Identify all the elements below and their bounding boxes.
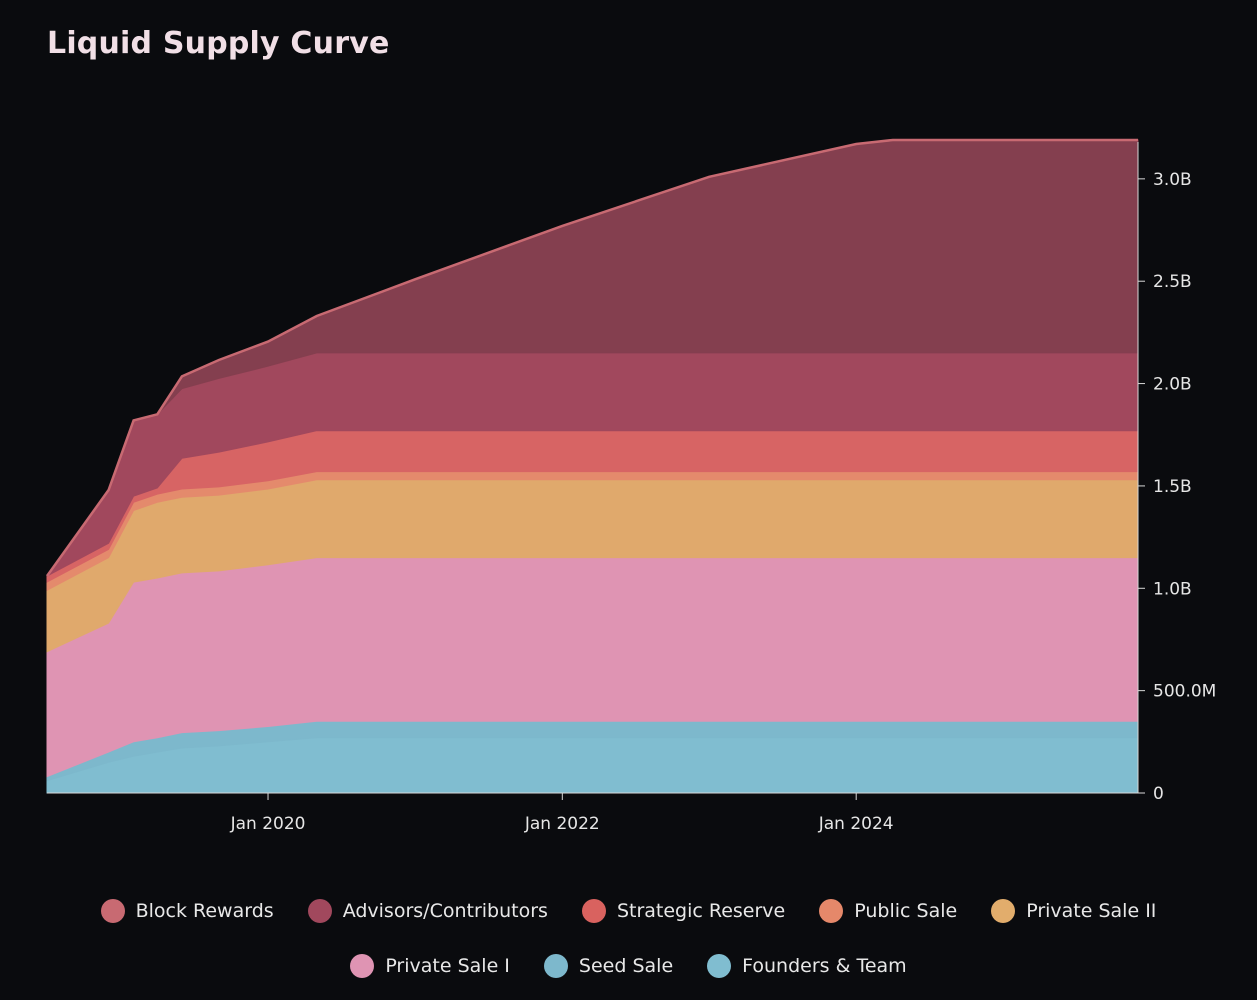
legend-item-private-sale-ii[interactable]: Private Sale II	[991, 899, 1156, 923]
x-tick-label: Jan 2024	[818, 814, 894, 834]
legend-item-founders-team[interactable]: Founders & Team	[707, 954, 907, 978]
x-tick-label: Jan 2022	[524, 814, 600, 834]
legend-swatch	[707, 954, 732, 978]
legend-label: Strategic Reserve	[616, 900, 786, 922]
y-tick-label: 1.5B	[1153, 477, 1192, 497]
legend-label: Seed Sale	[578, 955, 674, 977]
legend-label: Public Sale	[854, 900, 958, 922]
legend-swatch	[819, 899, 844, 923]
legend-label: Founders & Team	[742, 955, 907, 977]
legend-item-advisors-contributors[interactable]: Advisors/Contributors	[307, 899, 548, 923]
area-layers	[46, 139, 1139, 794]
legend-swatch	[307, 899, 332, 923]
legend-row-2: Private Sale I Seed Sale Founders & Team	[0, 954, 1257, 978]
legend-item-private-sale-i[interactable]: Private Sale I	[350, 954, 510, 978]
legend-item-block-rewards[interactable]: Block Rewards	[100, 899, 274, 923]
legend-item-seed-sale[interactable]: Seed Sale	[543, 954, 674, 978]
total-supply-line	[45, 138, 1138, 577]
legend-label: Private Sale II	[1026, 900, 1157, 922]
legend-swatch	[350, 954, 375, 978]
legend-item-strategic-reserve[interactable]: Strategic Reserve	[581, 899, 786, 923]
legend-swatch	[100, 899, 125, 923]
legend-swatch	[991, 899, 1016, 923]
legend-swatch	[543, 954, 568, 978]
area-chart: Jan 2020 Jan 2022 Jan 2024 0 500.0M 1.0B 1.5B 2…	[45, 138, 1216, 834]
legend-label: Block Rewards	[135, 900, 274, 922]
legend-swatch	[581, 899, 606, 923]
y-tick-label: 3.0B	[1153, 170, 1192, 190]
legend-item-public-sale[interactable]: Public Sale	[819, 899, 957, 923]
legend-label: Advisors/Contributors	[342, 900, 548, 922]
y-tick-label: 2.0B	[1153, 375, 1192, 395]
y-tick-label: 1.0B	[1153, 579, 1192, 599]
y-tick-label: 2.5B	[1153, 272, 1192, 292]
legend-label: Private Sale I	[385, 955, 510, 977]
x-axis: Jan 2020 Jan 2022 Jan 2024	[47, 792, 1138, 834]
y-tick-label: 0	[1153, 784, 1164, 804]
legend-row-1: Block Rewards Advisors/Contributors Strate…	[0, 899, 1257, 923]
x-tick-label: Jan 2020	[230, 814, 306, 834]
chart-title: Liquid Supply Curve	[47, 26, 390, 61]
y-tick-label: 500.0M	[1153, 682, 1216, 702]
y-axis: 0 500.0M 1.0B 1.5B 2.0B 2.5B 3.0B	[1137, 142, 1216, 804]
